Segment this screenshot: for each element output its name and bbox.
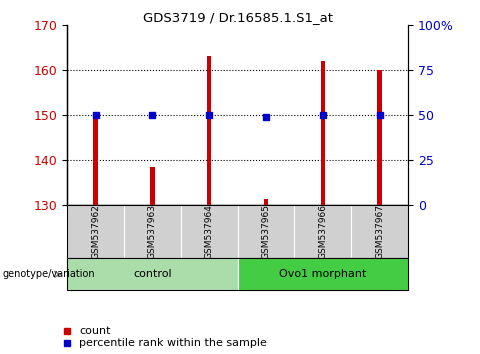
Text: GSM537963: GSM537963 (148, 204, 157, 259)
Bar (67, 258, 238, 290)
Bar (93, 113, 98, 205)
Text: Ovo1 morphant: Ovo1 morphant (279, 269, 367, 279)
Text: count: count (79, 326, 111, 336)
Bar (207, 56, 212, 205)
Text: percentile rank within the sample: percentile rank within the sample (79, 338, 267, 348)
Text: GSM537965: GSM537965 (262, 204, 271, 259)
Text: GSM537967: GSM537967 (375, 204, 384, 259)
Bar (238, 258, 408, 290)
Bar (150, 167, 155, 205)
Bar (238, 205, 294, 258)
Bar (351, 205, 408, 258)
Text: genotype/variation: genotype/variation (2, 269, 95, 279)
Bar (181, 205, 238, 258)
Title: GDS3719 / Dr.16585.1.S1_at: GDS3719 / Dr.16585.1.S1_at (143, 11, 333, 24)
Text: control: control (133, 269, 172, 279)
Bar (294, 205, 351, 258)
Bar (67, 205, 124, 258)
Bar (124, 205, 181, 258)
Text: GSM537966: GSM537966 (318, 204, 327, 259)
Bar (264, 199, 268, 205)
Bar (377, 70, 382, 205)
Bar (321, 61, 325, 205)
Text: GSM537962: GSM537962 (91, 204, 100, 259)
Text: GSM537964: GSM537964 (204, 204, 214, 259)
